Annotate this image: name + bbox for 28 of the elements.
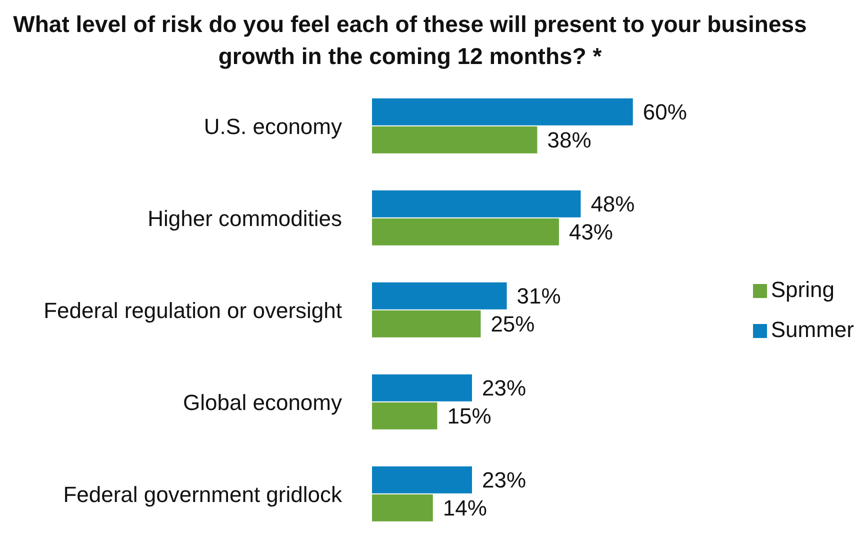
- bar: [372, 374, 472, 402]
- y-tick-label: Federal government gridlock: [63, 482, 343, 507]
- data-label: 48%: [590, 192, 635, 217]
- bar: [372, 310, 481, 338]
- bar: [372, 218, 559, 246]
- legend-label: Summer: [770, 317, 854, 342]
- chart-title: What level of risk do you feel each of these will present to your business growth in the coming 12 months? *: [12, 10, 808, 71]
- bar: [372, 126, 538, 154]
- bar: [372, 466, 472, 494]
- data-label: 23%: [482, 468, 526, 493]
- y-tick-label: Federal regulation or oversight: [44, 298, 342, 323]
- data-label: 38%: [547, 128, 592, 153]
- data-label: 31%: [516, 284, 561, 309]
- y-tick-label: U.S. economy: [204, 114, 342, 139]
- data-label: 15%: [447, 404, 492, 429]
- y-tick-label: Global economy: [183, 390, 342, 415]
- bar: [372, 98, 633, 126]
- bar: [372, 402, 438, 430]
- data-label: 25%: [490, 312, 535, 337]
- data-label: 60%: [642, 100, 687, 125]
- bar: [372, 190, 581, 218]
- bar: [372, 494, 433, 522]
- data-label: 43%: [568, 220, 614, 245]
- legend-label: Spring: [770, 277, 834, 302]
- y-tick-label: Higher commodities: [148, 206, 342, 231]
- data-label: 23%: [482, 376, 526, 401]
- data-label: 14%: [442, 496, 487, 521]
- bar: [372, 282, 507, 310]
